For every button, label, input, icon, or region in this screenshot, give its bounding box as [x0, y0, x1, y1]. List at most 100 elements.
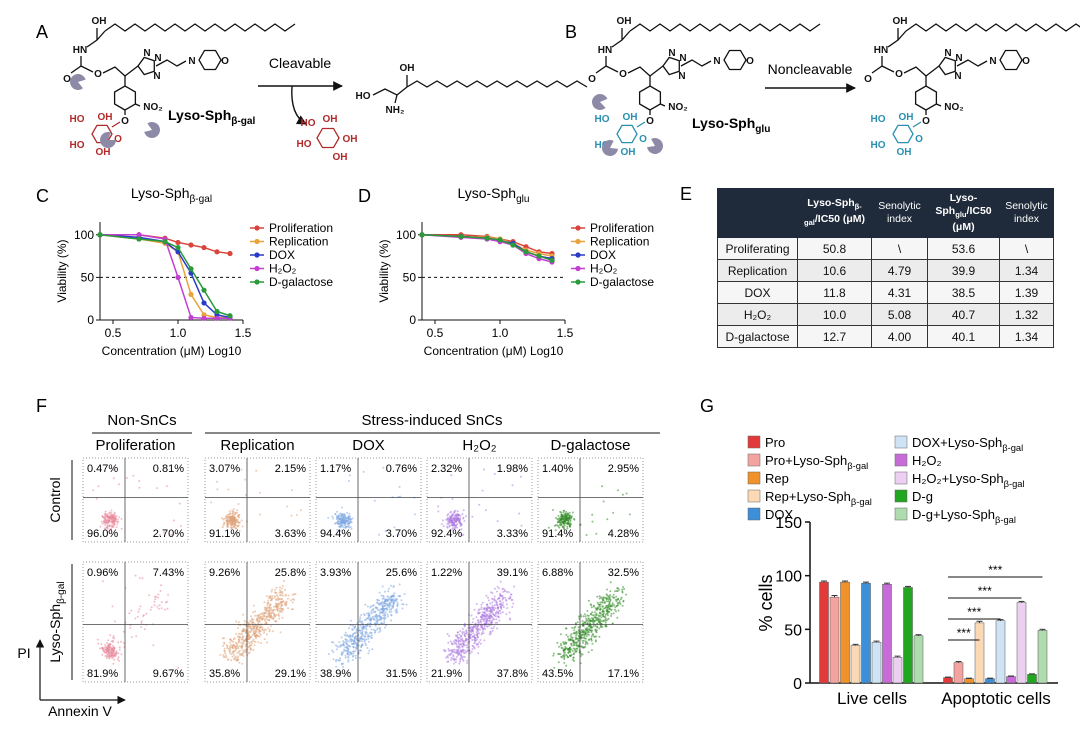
cell-dot — [614, 598, 617, 601]
cell-dot — [279, 631, 282, 634]
cell-dot — [562, 641, 565, 644]
cell-dot — [580, 635, 582, 638]
cell-dot — [381, 585, 384, 588]
cell-dot — [367, 637, 370, 640]
bond — [881, 65, 895, 73]
cell-dot — [349, 634, 352, 637]
cell-dot — [116, 518, 119, 521]
cell-dot — [567, 521, 570, 523]
cell-dot — [236, 509, 238, 512]
atom-label: HO — [356, 91, 371, 102]
cell-dot — [398, 485, 401, 488]
x-tick-label: Live cells — [837, 689, 907, 708]
cell-dot — [274, 591, 277, 594]
cell-dot — [555, 516, 557, 519]
cell-dot — [235, 527, 238, 530]
cell-dot — [386, 602, 389, 605]
data-point — [188, 266, 194, 272]
cell-dot — [619, 598, 622, 601]
cell-dot — [250, 635, 253, 638]
cell-dot — [592, 633, 595, 636]
row-label: Control — [47, 477, 63, 522]
cell-dot — [565, 664, 568, 667]
cell-dot — [616, 604, 618, 607]
enzyme — [647, 138, 663, 155]
cell-dot — [222, 656, 225, 658]
cell-dot — [558, 645, 561, 648]
cell-dot — [226, 518, 229, 521]
quadrant-percent: 94.4% — [320, 528, 351, 540]
atom-label: NO₂ — [143, 102, 162, 113]
cell-dot — [223, 637, 226, 640]
cell-dot — [558, 668, 561, 671]
cell-dot — [266, 609, 269, 612]
cell-dot — [281, 584, 284, 587]
cell-dot — [478, 612, 481, 614]
cell-dot — [350, 640, 352, 643]
cell-dot — [165, 485, 168, 488]
cell-dot — [586, 619, 588, 622]
legend-label: Pro — [765, 435, 785, 450]
cell-dot — [446, 518, 449, 521]
cell-dot — [596, 595, 599, 598]
cell-dot — [569, 654, 572, 657]
plot-frame — [82, 457, 189, 543]
cell-dot — [495, 618, 498, 621]
cell-dot — [366, 617, 369, 620]
cell-dot — [589, 624, 592, 627]
cell-dot — [225, 654, 227, 657]
cell-dot — [365, 632, 367, 635]
cell-dot — [580, 652, 583, 655]
cell-dot — [621, 590, 624, 593]
cell-dot — [371, 616, 374, 618]
cell-dot — [228, 652, 231, 654]
cell-dot — [242, 654, 245, 657]
cell-dot — [395, 608, 398, 611]
cell-dot — [238, 645, 241, 648]
legend-label: Proliferation — [269, 221, 333, 235]
cell-dot — [601, 613, 604, 616]
cell-dot — [275, 599, 278, 601]
cell-dot — [230, 528, 233, 530]
cell-dot — [570, 517, 573, 520]
cell-dot — [359, 618, 361, 621]
cell-dot — [386, 615, 389, 618]
bond — [723, 49, 747, 71]
cell-dot — [607, 610, 609, 613]
cell-dot — [453, 659, 455, 662]
cell-dot — [577, 637, 580, 640]
cell-dot — [474, 625, 477, 628]
cell-dot — [226, 519, 229, 522]
cell-dot — [179, 525, 182, 527]
cell-dot — [260, 642, 262, 644]
cell-dot — [104, 643, 107, 646]
x-tick-label: 0.5 — [105, 326, 122, 340]
cell-dot — [502, 601, 505, 604]
cell-dot — [562, 649, 565, 652]
cell-dot — [453, 511, 456, 514]
quadrant-percent: 1.40% — [542, 463, 573, 475]
cell-dot — [613, 604, 616, 607]
cell-dot — [142, 615, 145, 617]
cell-dot — [621, 588, 624, 591]
cell-dot — [508, 611, 511, 614]
panel-label: A — [36, 22, 48, 42]
cell-dot — [584, 632, 587, 635]
bar — [1037, 630, 1048, 684]
cell-dot — [466, 644, 469, 647]
cell-dot — [139, 605, 142, 608]
cell-dot — [497, 606, 500, 609]
cell-dot — [268, 610, 271, 613]
cell-dot — [338, 525, 341, 528]
cell-dot — [376, 598, 379, 601]
cell-dot — [228, 516, 231, 518]
cell-dot — [273, 596, 276, 599]
cell-dot — [219, 653, 222, 656]
quadrant-percent: 3.07% — [209, 463, 240, 475]
cell-dot — [158, 533, 161, 536]
cell-dot — [598, 615, 601, 618]
bond — [999, 49, 1023, 71]
cell-dot — [117, 483, 120, 486]
cell-dot — [250, 617, 253, 620]
cell-dot — [278, 614, 281, 617]
